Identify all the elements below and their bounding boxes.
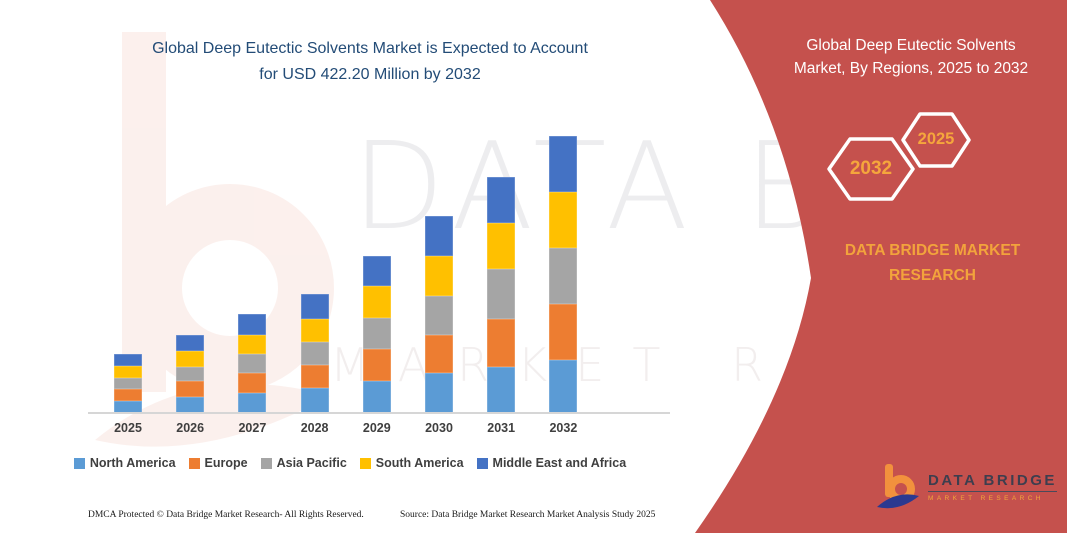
bar-segment-asia-pacific-2025 bbox=[114, 378, 142, 390]
x-axis-label-2025: 2025 bbox=[114, 421, 142, 435]
bar-segment-europe-2030 bbox=[425, 334, 453, 373]
hexagon-year-2025: 2025 bbox=[917, 130, 955, 148]
legend-label: North America bbox=[89, 456, 176, 470]
x-axis-label-2032: 2032 bbox=[549, 421, 578, 435]
bar-segment-north-america-2028 bbox=[300, 388, 329, 413]
bar-segment-south-america-2030 bbox=[425, 256, 453, 297]
logo-title: DATA BRIDGE bbox=[928, 472, 1057, 492]
panel-heading-line1: Global Deep Eutectic Solvents bbox=[806, 37, 1016, 54]
bar-segment-europe-2027 bbox=[238, 372, 267, 393]
bar-segment-europe-2028 bbox=[300, 364, 329, 389]
panel-heading: Global Deep Eutectic Solvents Market, By… bbox=[762, 34, 1060, 80]
dmca-notice: DMCA Protected © Data Bridge Market Rese… bbox=[88, 510, 364, 520]
chart-title-line2: for USD 422.20 Million by 2032 bbox=[259, 66, 481, 83]
chart-legend: North America Europe Asia Pacific South Ame… bbox=[20, 452, 680, 474]
bar-segment-south-america-2028 bbox=[300, 318, 329, 343]
legend-swatch bbox=[188, 457, 200, 469]
legend-item-north-america: North America bbox=[73, 456, 176, 470]
bar-segment-europe-2026 bbox=[176, 381, 205, 397]
bar-segment-south-america-2026 bbox=[176, 351, 205, 367]
bar-segment-south-america-2025 bbox=[114, 366, 142, 378]
bar-segment-middle-east-and-africa-2027 bbox=[238, 314, 267, 335]
bar-segment-asia-pacific-2030 bbox=[425, 296, 453, 335]
legend-item-middle-east-and-africa: Middle East and Africa bbox=[476, 456, 627, 470]
x-axis-label-2027: 2027 bbox=[238, 421, 267, 435]
chart-title: Global Deep Eutectic Solvents Market is … bbox=[70, 36, 670, 88]
bar-segment-asia-pacific-2032 bbox=[549, 248, 578, 305]
legend-swatch bbox=[476, 457, 488, 469]
brand-heading-line2: RESEARCH bbox=[889, 267, 976, 284]
x-axis-label-2026: 2026 bbox=[176, 421, 205, 435]
data-bridge-b-icon bbox=[877, 464, 919, 509]
bar-segment-south-america-2027 bbox=[238, 334, 267, 355]
bar-segment-middle-east-and-africa-2025 bbox=[114, 354, 142, 367]
bar-segment-middle-east-and-africa-2029 bbox=[362, 255, 391, 286]
panel-heading-line2: Market, By Regions, 2025 to 2032 bbox=[793, 60, 1029, 77]
bar-segment-north-america-2027 bbox=[238, 392, 267, 413]
brand-heading-line1: DATA BRIDGE MARKET bbox=[844, 242, 1021, 259]
bar-segment-asia-pacific-2028 bbox=[300, 342, 329, 365]
legend-item-europe: Europe bbox=[188, 456, 248, 470]
bar-segment-north-america-2030 bbox=[425, 373, 453, 413]
legend-swatch bbox=[73, 457, 85, 469]
bar-segment-north-america-2032 bbox=[549, 359, 578, 413]
legend-item-south-america: South America bbox=[359, 456, 464, 470]
bar-segment-middle-east-and-africa-2028 bbox=[300, 294, 329, 319]
brand-heading: DATA BRIDGE MARKET RESEARCH bbox=[800, 238, 1065, 288]
x-axis-label-2028: 2028 bbox=[300, 421, 329, 435]
x-axis-labels: 2025 2026 2027 2028 2029 2030 2031 2032 bbox=[0, 421, 690, 441]
year-hexagons bbox=[827, 112, 971, 201]
source-notice: Source: Data Bridge Market Research Mark… bbox=[400, 510, 656, 520]
hexagon-2025 bbox=[901, 112, 971, 168]
bar-segment-middle-east-and-africa-2030 bbox=[425, 215, 453, 257]
bar-segment-north-america-2029 bbox=[362, 380, 391, 413]
chart-title-line1: Global Deep Eutectic Solvents Market is … bbox=[152, 40, 588, 57]
bar-segment-middle-east-and-africa-2031 bbox=[487, 176, 516, 223]
bar-segment-south-america-2031 bbox=[487, 222, 516, 269]
bar-segment-north-america-2026 bbox=[176, 396, 205, 413]
data-bridge-logo: DATA BRIDGE MARKET RESEARCH bbox=[876, 462, 1057, 512]
bar-segment-europe-2029 bbox=[362, 349, 391, 381]
stacked-bar-chart bbox=[114, 136, 578, 413]
legend-label: Europe bbox=[204, 456, 248, 470]
bar-segment-south-america-2029 bbox=[362, 285, 391, 319]
bar-segment-asia-pacific-2026 bbox=[176, 366, 205, 382]
hexagon-year-2032: 2032 bbox=[849, 158, 893, 179]
bar-segment-europe-2031 bbox=[487, 318, 516, 367]
legend-swatch bbox=[260, 457, 272, 469]
bar-segment-asia-pacific-2029 bbox=[362, 318, 391, 349]
legend-label: Middle East and Africa bbox=[492, 456, 627, 470]
bar-segment-asia-pacific-2027 bbox=[238, 354, 267, 373]
legend-swatch bbox=[359, 457, 371, 469]
hexagon-2032 bbox=[827, 137, 915, 201]
bar-segment-south-america-2032 bbox=[549, 191, 578, 249]
x-axis-line bbox=[88, 412, 670, 414]
bar-segment-north-america-2031 bbox=[487, 366, 516, 413]
legend-label: South America bbox=[375, 456, 464, 470]
logo-subtitle: MARKET RESEARCH bbox=[928, 495, 1044, 502]
x-axis-label-2030: 2030 bbox=[425, 421, 453, 435]
bar-segment-europe-2032 bbox=[549, 304, 578, 360]
legend-item-asia-pacific: Asia Pacific bbox=[260, 456, 347, 470]
bar-segment-asia-pacific-2031 bbox=[487, 268, 516, 319]
x-axis-label-2031: 2031 bbox=[487, 421, 516, 435]
bar-segment-middle-east-and-africa-2032 bbox=[549, 136, 578, 192]
bar-segment-north-america-2025 bbox=[114, 400, 142, 413]
legend-label: Asia Pacific bbox=[276, 456, 347, 470]
bar-segment-middle-east-and-africa-2026 bbox=[176, 335, 205, 352]
x-axis-label-2029: 2029 bbox=[362, 421, 391, 435]
bar-segment-europe-2025 bbox=[114, 389, 142, 401]
